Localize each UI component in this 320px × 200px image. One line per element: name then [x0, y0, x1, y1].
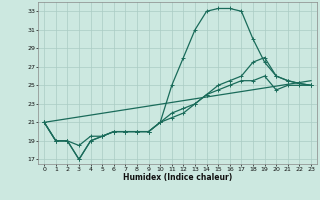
X-axis label: Humidex (Indice chaleur): Humidex (Indice chaleur) [123, 173, 232, 182]
